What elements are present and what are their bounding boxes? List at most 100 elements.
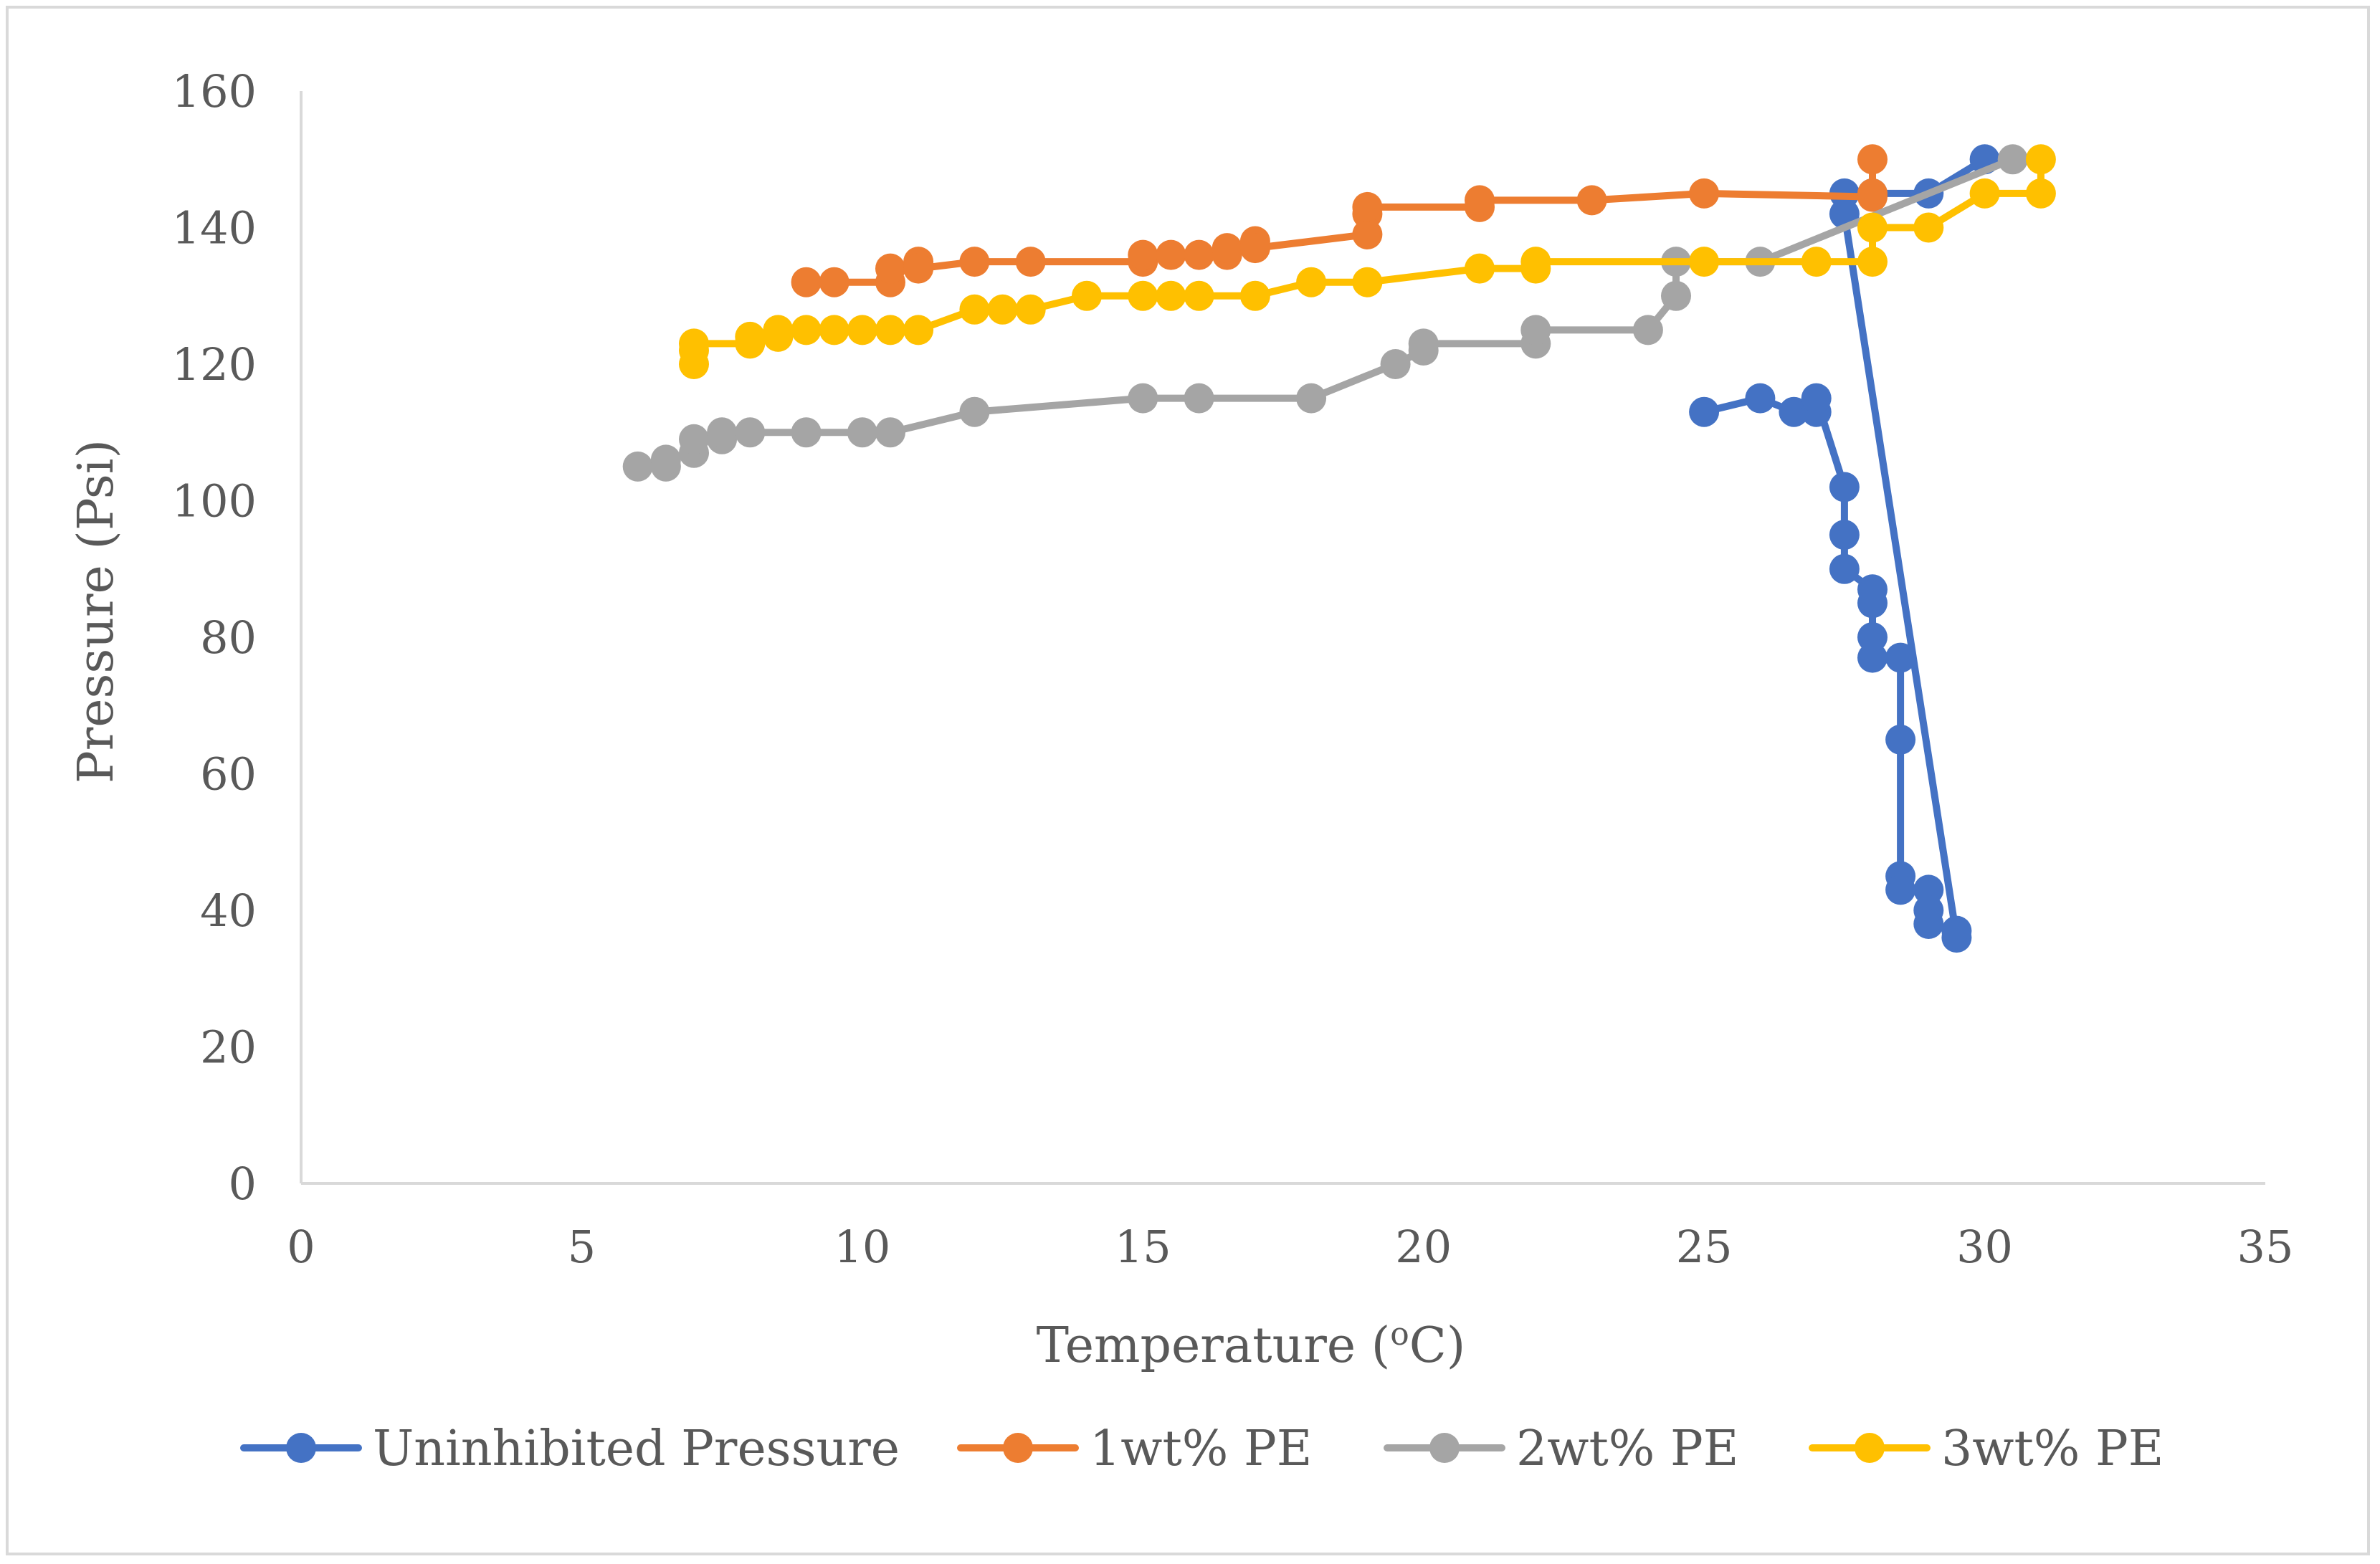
x-axis-title-superscript: o — [1390, 1316, 1409, 1353]
y-tick-label: 120 — [172, 338, 257, 391]
data-point — [847, 417, 877, 448]
data-point — [1520, 315, 1551, 345]
x-tick-label: 30 — [1956, 1221, 2013, 1273]
data-point — [1689, 178, 1720, 209]
data-point — [622, 451, 653, 482]
data-point — [1885, 642, 1916, 673]
y-tick-label: 100 — [172, 475, 257, 528]
data-point — [1913, 909, 1944, 939]
legend-marker — [1429, 1433, 1460, 1463]
data-point — [1072, 280, 1102, 311]
y-tick-label: 140 — [172, 202, 257, 254]
data-point — [1576, 185, 1607, 216]
series-2 — [791, 144, 1888, 297]
data-point — [1997, 144, 2028, 175]
x-axis-title-unit: C) — [1409, 1317, 1466, 1374]
legend-label: 2wt% PE — [1516, 1421, 1738, 1477]
legend-item: 2wt% PE — [1384, 1421, 1738, 1477]
data-point — [819, 315, 849, 345]
x-axis-title-text: Temperature ( — [1037, 1317, 1391, 1374]
legend-marker — [1855, 1433, 1885, 1463]
data-point — [1156, 280, 1186, 311]
data-point — [1885, 874, 1916, 905]
data-point — [1184, 280, 1214, 311]
data-point — [1239, 233, 1270, 264]
data-point — [903, 253, 934, 284]
x-tick-label: 10 — [834, 1221, 890, 1273]
data-point — [1913, 212, 1944, 243]
data-point — [1941, 922, 1972, 953]
data-point — [1212, 233, 1242, 264]
x-tick-label: 15 — [1115, 1221, 1171, 1273]
labels-layer: Pressure (Psi) Temperature (oC) — [68, 439, 1465, 1374]
x-tick-label: 0 — [287, 1221, 315, 1273]
data-point — [1184, 383, 1214, 414]
data-point — [1520, 247, 1551, 277]
data-point — [1689, 396, 1720, 427]
data-point — [1857, 588, 1888, 619]
data-point — [707, 417, 738, 448]
y-tick-label: 40 — [200, 884, 257, 937]
data-point — [1408, 328, 1439, 359]
data-point — [2025, 178, 2056, 209]
data-point — [1857, 178, 1888, 209]
legend-item: 3wt% PE — [1809, 1421, 2164, 1477]
data-point — [763, 315, 794, 345]
data-point — [1857, 247, 1888, 277]
data-point — [1380, 349, 1411, 379]
data-point — [1296, 267, 1327, 297]
data-point — [1885, 724, 1916, 755]
data-point — [1352, 191, 1383, 222]
legend-item: 1wt% PE — [957, 1421, 1312, 1477]
x-tick-label: 35 — [2237, 1221, 2294, 1273]
data-point — [1829, 553, 1860, 584]
data-point — [1661, 280, 1691, 311]
series-layer — [622, 144, 2056, 953]
y-tick-label: 0 — [229, 1158, 257, 1210]
data-point — [791, 417, 822, 448]
series-4 — [679, 144, 2056, 379]
y-tick-label: 160 — [172, 65, 257, 118]
data-point — [1801, 247, 1832, 277]
axes-layer: 0 20 40 60 80 100 120 140 160 0 5 10 15 20 25 30 35 — [172, 65, 2294, 1273]
data-point — [1465, 253, 1495, 284]
data-point — [1745, 383, 1776, 414]
data-point — [847, 315, 877, 345]
data-point — [959, 396, 990, 427]
legend: Uninhibited Pressure 1wt% PE 2wt% PE 3wt% P… — [240, 1421, 2164, 1477]
data-point — [679, 328, 709, 359]
data-point — [1857, 212, 1888, 243]
data-point — [1296, 383, 1327, 414]
x-tick-label: 20 — [1395, 1221, 1452, 1273]
data-point — [1801, 383, 1832, 414]
data-point — [1015, 247, 1046, 277]
legend-label: 3wt% PE — [1941, 1421, 2164, 1477]
data-point — [1156, 239, 1186, 270]
data-point — [875, 315, 905, 345]
data-point — [791, 315, 822, 345]
legend-marker — [286, 1433, 316, 1463]
y-tick-label: 20 — [200, 1021, 257, 1074]
data-point — [1857, 144, 1888, 175]
data-point — [875, 417, 905, 448]
y-axis-title: Pressure (Psi) — [68, 439, 125, 783]
data-point — [1632, 315, 1663, 345]
data-point — [903, 315, 934, 345]
data-point — [791, 267, 822, 297]
x-tick-label: 25 — [1676, 1221, 1733, 1273]
data-point — [1239, 280, 1270, 311]
legend-label: 1wt% PE — [1090, 1421, 1312, 1477]
data-point — [1128, 383, 1158, 414]
y-tick-label: 60 — [200, 748, 257, 801]
series-1 — [1689, 144, 2000, 953]
legend-marker — [1003, 1433, 1033, 1463]
data-point — [959, 294, 990, 325]
data-point — [1829, 472, 1860, 502]
data-point — [1969, 178, 2000, 209]
data-point — [987, 294, 1018, 325]
data-point — [1857, 642, 1888, 673]
data-point — [2025, 144, 2056, 175]
data-point — [1015, 294, 1046, 325]
data-point — [1128, 280, 1158, 311]
